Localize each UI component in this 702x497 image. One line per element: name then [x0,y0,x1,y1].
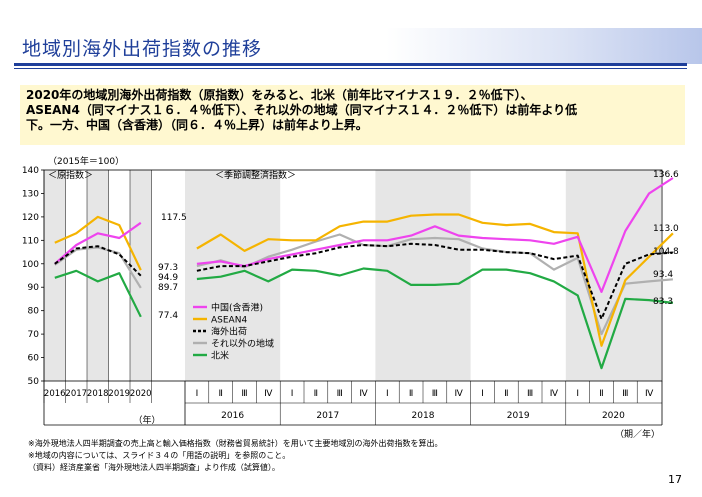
year-tick-label: 2016 [221,411,244,421]
quarterly-total-line [196,242,673,320]
annual-tick-label: 2019 [108,389,130,399]
annual-asean-line [54,215,142,271]
quarterly-shade-band [565,170,661,381]
quarterly-end-label-na: 83.3 [653,297,673,307]
annual-tick-label: 2016 [44,389,66,399]
quarter-tick-label: Ⅰ [576,389,579,399]
y-tick-label: 130 [22,189,39,199]
quarter-tick-label: Ⅲ [337,389,343,399]
annual-shade-band [44,170,66,381]
quarter-tick-label: Ⅳ [264,389,273,399]
footnote-2: ※地域の内容については、スライド３４の「用語の説明」を参照のこと。 [28,451,291,460]
quarter-tick-label: Ⅲ [622,389,628,399]
quarter-tick-label: Ⅲ [432,389,438,399]
year-tick-label: 2019 [507,411,530,421]
page-title: 地域別海外出荷指数の推移 [22,38,263,60]
footnote-3: （資料）経済産業省「海外現地法人四半期調査」より作成（試算値）。 [28,463,280,472]
year-tick-label: 2017 [316,411,339,421]
quarter-tick-label: Ⅳ [455,389,464,399]
quarter-tick-label: Ⅱ [504,389,508,399]
annual-china-line [54,221,142,265]
quarterly-x-label: （期／年） [615,428,660,440]
title-bar [0,28,702,64]
y-tick-label: 90 [28,283,40,293]
quarter-tick-label: Ⅲ [527,389,533,399]
quarter-tick-label: Ⅰ [291,389,294,399]
y-tick-label: 50 [28,377,40,387]
quarter-tick-label: Ⅳ [550,389,559,399]
legend-label-china: 中国(含香港) [211,302,263,314]
quarter-tick-label: Ⅱ [409,389,413,399]
right-panel-label: ＜季節調整済指数＞ [215,169,296,181]
annual-total-line [54,245,142,277]
quarterly-shade-band [375,170,471,381]
quarterly-shade-band [185,170,281,381]
y-tick-label: 60 [28,354,40,364]
quarter-tick-label: Ⅱ [599,389,603,399]
annual-shade-band [87,170,109,381]
legend-label-asean: ASEAN4 [211,316,247,326]
summary-box: 2020年の地域別海外出荷指数（原指数）をみると、北米（前年比マイナス１９．２％… [20,85,685,145]
year-tick-label: 2020 [602,411,625,421]
quarterly-na-line [196,267,674,370]
quarter-tick-label: Ⅳ [359,389,368,399]
quarterly-end-label-china: 136.6 [653,170,679,180]
quarter-tick-label: Ⅰ [386,389,389,399]
quarterly-asean-line [196,213,674,347]
quarterly-end-label-total: 104.8 [653,247,679,257]
y-tick-label: 120 [22,213,39,223]
footnote-1: ※海外現地法人四半期調査の売上高と輸入価格指数（財務省貿易統計）を用いて主要地域… [28,439,443,448]
year-tick-label: 2018 [412,411,435,421]
quarter-tick-label: Ⅱ [314,389,318,399]
quarterly-china-line [196,177,674,293]
title-divider [14,63,687,66]
annual-tick-label: 2020 [130,389,152,399]
y-tick-label: 70 [28,330,40,340]
legend-label-total: 海外出荷 [211,326,247,338]
annual-tick-label: 2018 [87,389,109,399]
y-tick-label: 110 [22,236,39,246]
summary-line-1: 2020年の地域別海外出荷指数（原指数）をみると、北米（前年比マイナス１９．２％… [26,88,533,102]
y-tick-label: 80 [28,307,40,317]
annual-x-label: （年） [133,414,160,426]
legend-label-other: それ以外の地域 [211,338,274,350]
quarterly-end-label-other: 93.4 [653,270,673,280]
quarter-tick-label: Ⅲ [241,389,247,399]
page-number: 17 [668,473,682,486]
annual-end-label-china: 117.5 [161,213,187,223]
quarter-tick-label: Ⅰ [481,389,484,399]
annual-end-label-na: 77.4 [158,311,178,321]
unit-label: （2015年＝100） [48,155,124,167]
summary-line-3: 下。一方、中国（含香港）（同６．４％上昇）は前年より上昇。 [26,118,368,132]
annual-na-line [54,269,142,318]
quarter-tick-label: Ⅱ [218,389,222,399]
left-panel-label: ＜原指数＞ [48,169,93,181]
title-divider-thin [14,68,687,69]
legend-label-na: 北米 [211,350,229,362]
summary-line-2: ASEAN4（同マイナス１６．４％低下）、それ以外の地域（同マイナス１４．２％低… [26,103,578,117]
quarter-tick-label: Ⅳ [645,389,654,399]
annual-tick-label: 2017 [65,389,87,399]
y-tick-label: 140 [22,166,39,176]
annual-end-label-asean: 97.3 [158,263,178,273]
annual-end-label-total: 94.9 [158,273,178,283]
annual-end-label-other: 89.7 [158,283,178,293]
quarter-tick-label: Ⅰ [196,389,199,399]
quarterly-end-label-asean: 113.0 [653,224,679,234]
y-tick-label: 100 [22,260,39,270]
